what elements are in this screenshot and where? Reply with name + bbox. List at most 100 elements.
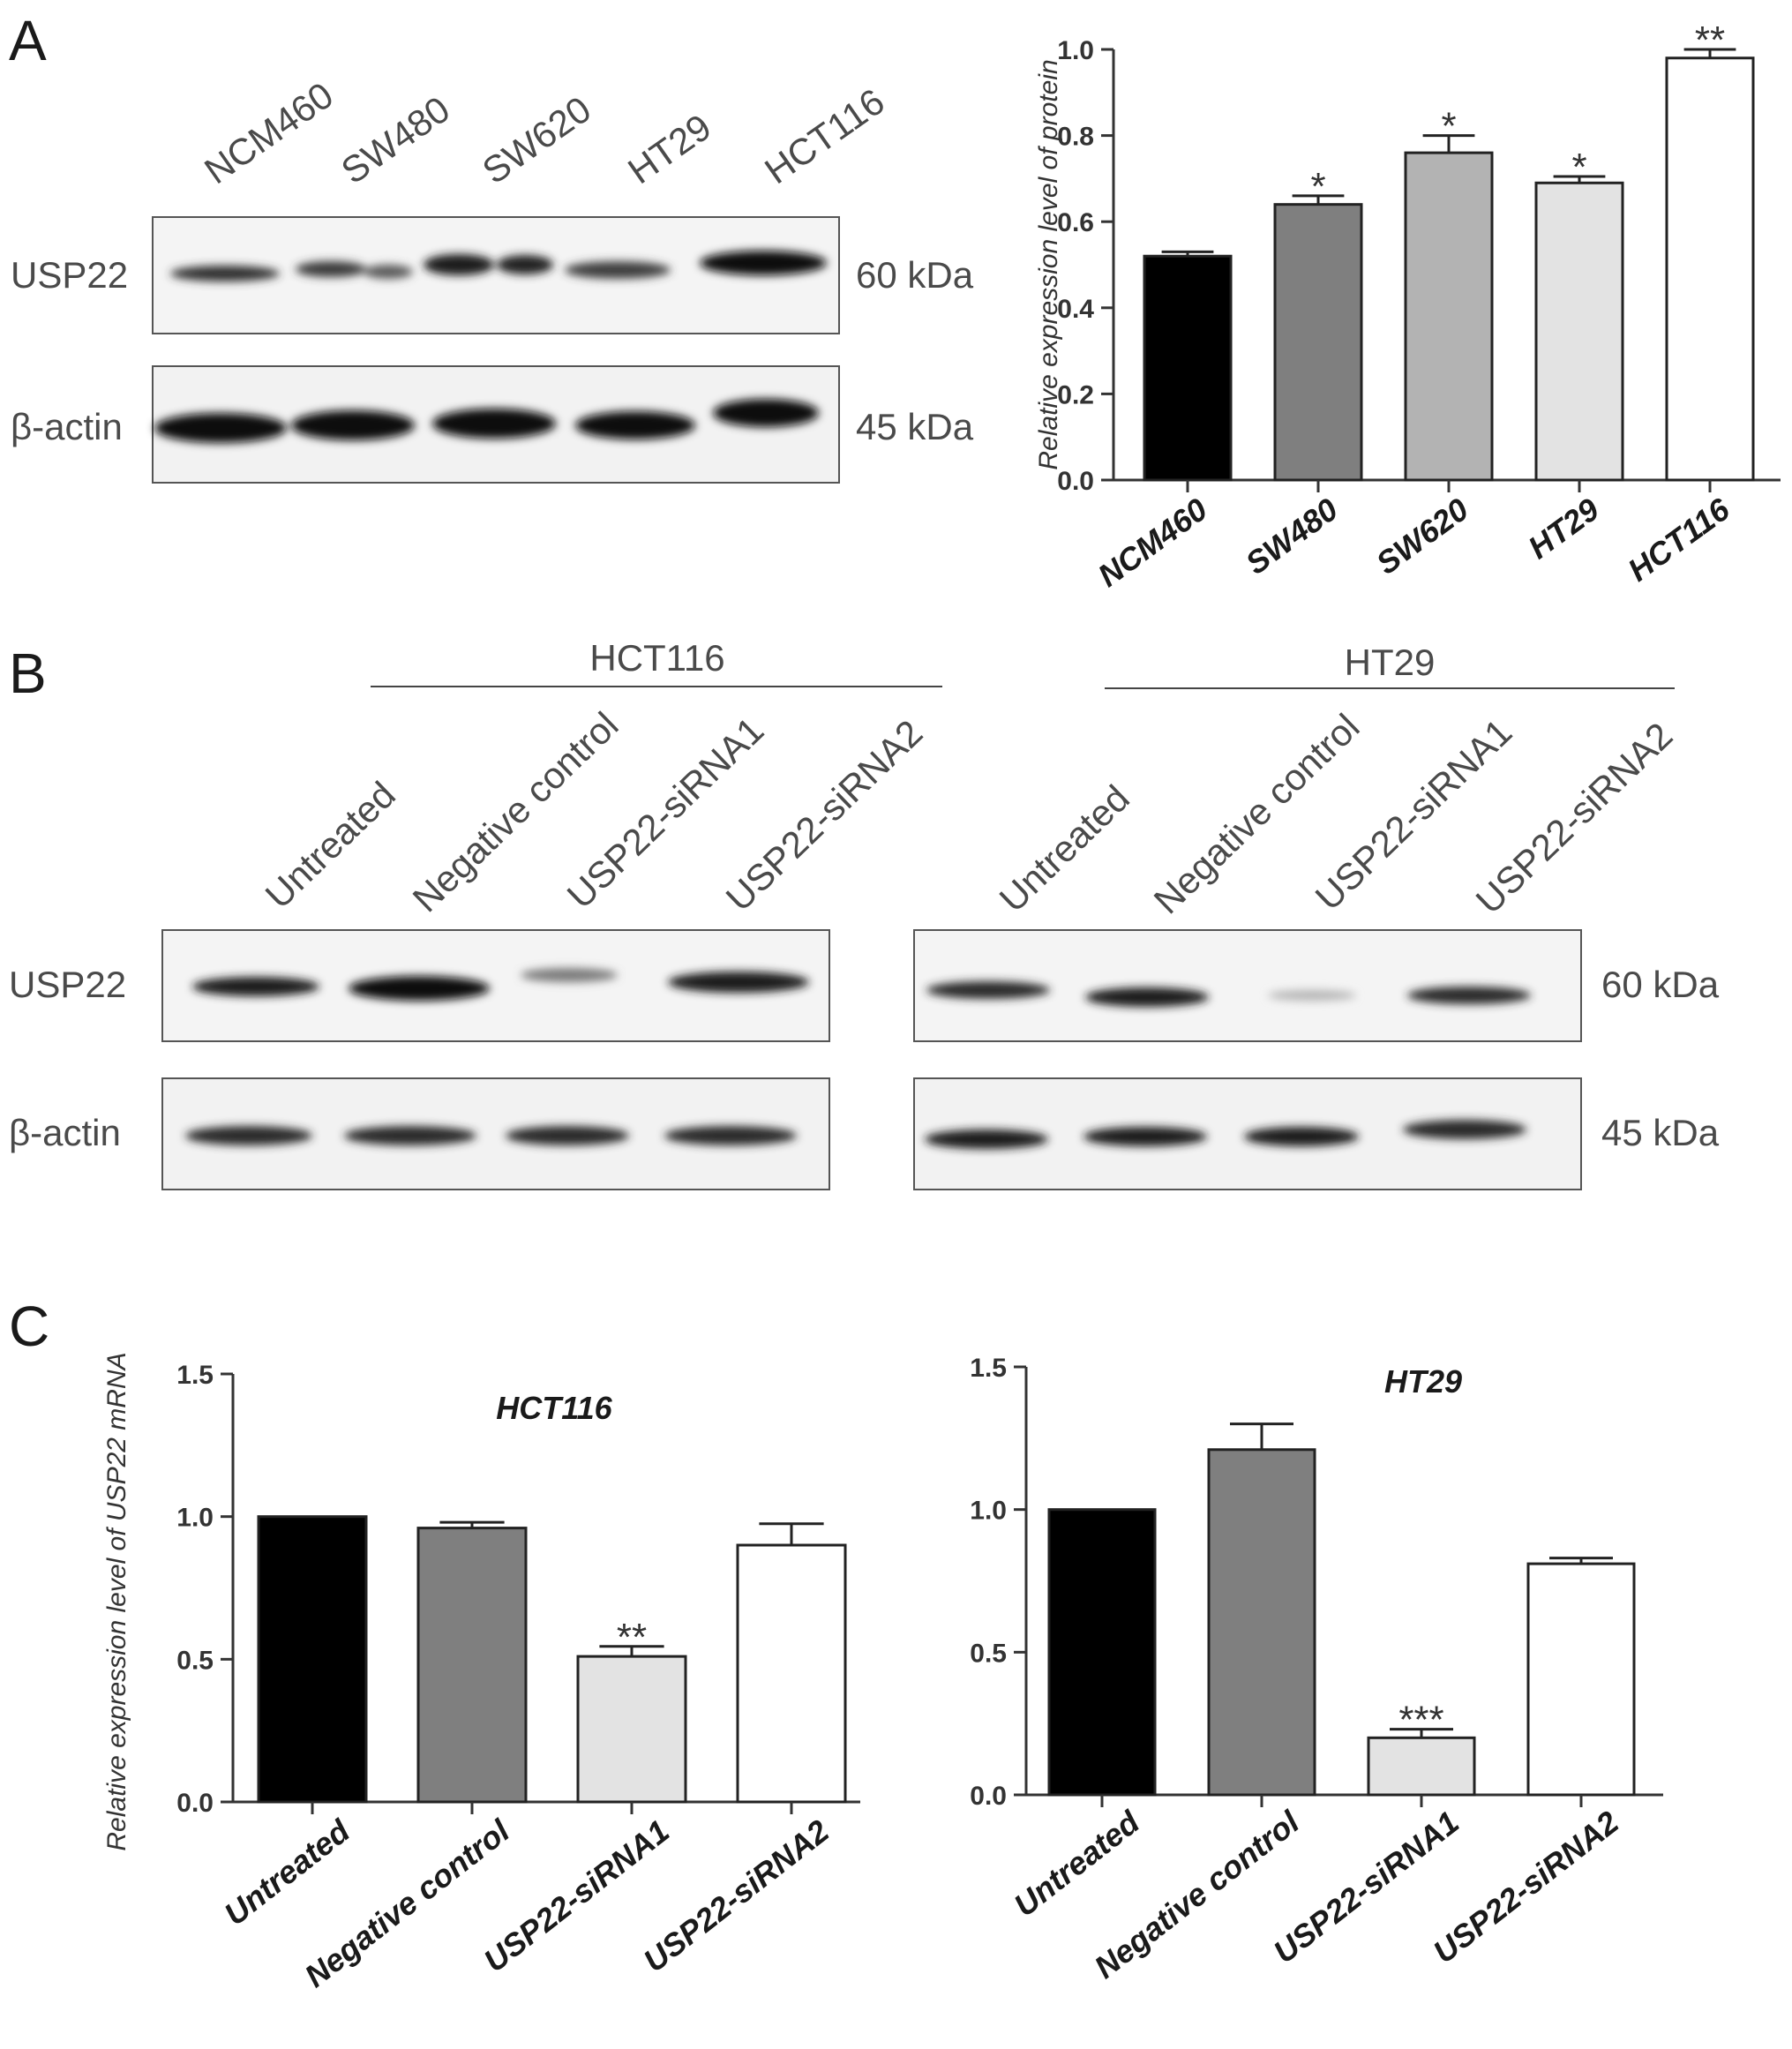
blot-b-group-hct116: HCT116 [589, 637, 724, 679]
band [565, 261, 671, 279]
panel-label-a: A [9, 9, 47, 72]
band [154, 413, 287, 443]
bar [1534, 181, 1624, 482]
y-tick-label: 1.0 [1057, 36, 1094, 65]
chart-title: HCT116 [496, 1390, 612, 1426]
band [170, 266, 280, 281]
blot-a-lane-label-5: HCT116 [757, 80, 892, 191]
blot-b-lane-ht29-1: Untreated [992, 777, 1137, 920]
band [521, 968, 618, 982]
significance-label: * [1310, 165, 1325, 208]
y-tick-label: 1.0 [176, 1504, 214, 1533]
x-tick-label: SW620 [1369, 491, 1475, 582]
blot-b-lane-hct116-1: Untreated [258, 774, 403, 917]
bar [576, 1655, 687, 1804]
blot-a-protein-actin: β-actin [11, 406, 123, 447]
y-tick-label: 1.5 [970, 1354, 1007, 1383]
blot-b-size-actin: 45 kDa [1601, 1112, 1720, 1153]
band [700, 251, 827, 275]
significance-label: * [1571, 146, 1586, 189]
y-tick-label: 0.2 [1057, 380, 1094, 409]
significance-label: ** [1695, 19, 1725, 62]
panel-label-c: C [9, 1295, 49, 1358]
y-tick-label: 0.4 [1057, 295, 1094, 324]
bar [1047, 1508, 1157, 1797]
band [1268, 990, 1356, 1001]
bar [416, 1527, 528, 1804]
band [296, 261, 366, 277]
y-tick-label: 0.0 [970, 1782, 1007, 1811]
x-tick-label: HCT116 [1621, 491, 1736, 589]
chart-title: HT29 [1384, 1363, 1462, 1400]
y-axis-label: Relative expression level of protein [1034, 59, 1063, 469]
band [349, 976, 490, 1001]
blot-a-lane-label-3: SW620 [475, 88, 598, 192]
bar [1143, 254, 1233, 482]
band [1403, 1120, 1526, 1139]
band [424, 254, 494, 275]
y-tick-label: 1.0 [970, 1497, 1007, 1526]
y-tick-label: 0.5 [176, 1646, 214, 1675]
blot-b-bands-actin-ht29 [925, 1120, 1526, 1149]
blot-a-lane-label-1: NCM460 [197, 74, 341, 192]
blot-a-bands-actin [154, 399, 819, 443]
band [926, 981, 1050, 999]
blot-b-group-ht29: HT29 [1345, 642, 1436, 683]
blot-b-bands-usp22-hct116 [192, 968, 809, 1001]
y-tick-label: 0.5 [970, 1639, 1007, 1668]
bar [1665, 56, 1755, 482]
bar-chart-hct116-mrna: 0.0 0.5 1.0 1.5 Relative expression level of… [102, 1352, 860, 1994]
band [497, 255, 553, 274]
bar [1273, 203, 1363, 482]
band [291, 410, 415, 440]
band [1085, 987, 1209, 1007]
band [925, 1130, 1048, 1149]
blot-b-bands-usp22-ht29 [926, 981, 1531, 1007]
band [432, 409, 556, 439]
blot-a-lane-label-2: SW480 [334, 88, 457, 192]
bar [257, 1515, 368, 1804]
band [1407, 987, 1531, 1004]
bar [1367, 1736, 1476, 1797]
y-tick-label: 1.5 [176, 1361, 214, 1390]
x-tick-label: SW480 [1239, 491, 1345, 582]
significance-label: * [1441, 105, 1456, 148]
band [668, 972, 809, 993]
blot-a-size-usp22: 60 kDa [856, 254, 974, 296]
bar [1207, 1448, 1316, 1797]
bar [1404, 151, 1494, 482]
y-tick-label: 0.6 [1057, 208, 1094, 237]
bar [1526, 1562, 1636, 1797]
x-tick-label: HT29 [1521, 491, 1605, 566]
x-tick-label: Untreated [217, 1812, 356, 1932]
band [575, 411, 695, 439]
y-axis-label: Relative expression level of USP22 mRNA [102, 1352, 131, 1850]
band [192, 977, 319, 996]
blot-a-bands-usp22 [170, 251, 827, 281]
band [1083, 1127, 1207, 1146]
band [1244, 1127, 1359, 1146]
y-tick-label: 0.0 [1057, 467, 1094, 496]
bar [736, 1543, 847, 1804]
band [506, 1126, 629, 1145]
band [364, 265, 413, 279]
significance-label: *** [1398, 1699, 1443, 1742]
y-tick-label: 0.8 [1057, 123, 1094, 152]
band [713, 399, 819, 427]
panel-label-b: B [9, 642, 47, 705]
blot-b-protein-usp22: USP22 [9, 964, 126, 1005]
band [185, 1126, 312, 1145]
blot-a-protein-usp22: USP22 [11, 254, 128, 296]
blot-b-protein-actin: β-actin [9, 1112, 121, 1153]
band [664, 1126, 797, 1145]
blot-a: NCM460 SW480 SW620 HT29 HCT116 USP22 60 … [11, 74, 974, 484]
blot-a-size-actin: 45 kDa [856, 406, 974, 447]
x-tick-label: NCM460 [1091, 491, 1214, 594]
y-tick-label: 0.0 [176, 1789, 214, 1818]
blot-b: HCT116 Untreated Negative control USP22-… [9, 637, 1720, 1190]
blot-b-size-usp22: 60 kDa [1601, 964, 1720, 1005]
blot-a-lane-label-4: HT29 [620, 106, 718, 191]
